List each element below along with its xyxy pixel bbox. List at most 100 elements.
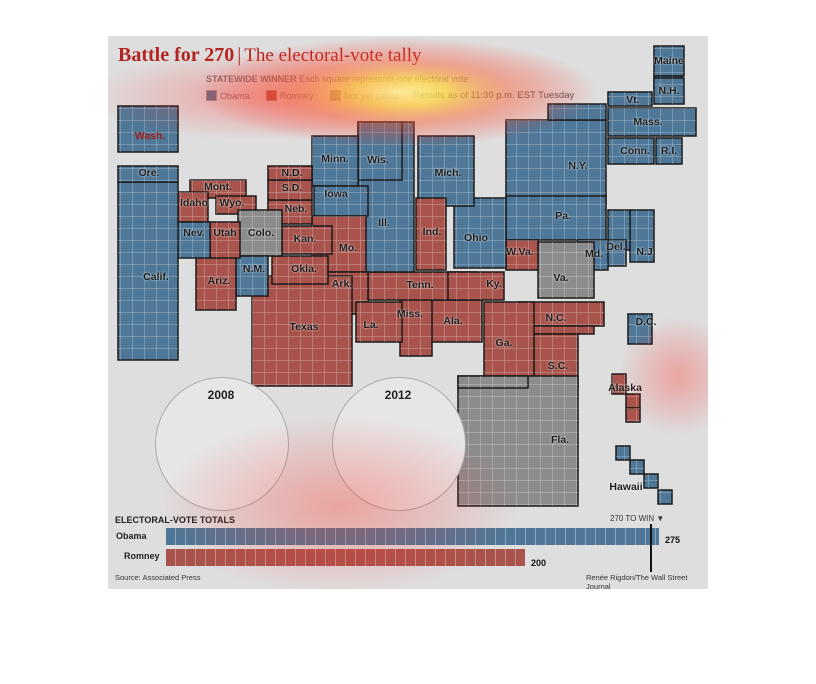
- state-grid-colo: [238, 210, 282, 256]
- totals-header: ELECTORAL-VOTE TOTALS: [115, 515, 236, 525]
- state-grid-okla: [272, 256, 328, 284]
- state-grid-s-d: [268, 180, 312, 200]
- state-grid-n-m: [236, 256, 268, 296]
- state-label-fla: Fla.: [550, 434, 570, 446]
- state-label-s-d: S.D.: [281, 182, 303, 194]
- state-grid-hawaii: [630, 460, 644, 474]
- state-grid-la: [356, 302, 402, 342]
- legend-header-text: Each square represents one electoral vot…: [296, 74, 469, 84]
- state-grid-ala: [430, 300, 482, 342]
- state-grid-ga: [484, 302, 534, 388]
- globe-year-2008: 2008: [207, 388, 235, 402]
- state-label-ariz: Ariz.: [207, 275, 231, 287]
- state-grid-n-y: [506, 120, 606, 204]
- state-label-neb: Neb.: [284, 203, 308, 215]
- results-timestamp: Results as of 11:30 p.m. EST Tuesday: [413, 90, 575, 101]
- legend-item-obama: Obama: [206, 90, 250, 101]
- state-label-va: Va.: [553, 272, 569, 284]
- state-grid-vt: [608, 92, 652, 106]
- state-label-minn: Minn.: [321, 153, 349, 165]
- legend-label-romney: Romney: [280, 91, 314, 101]
- state-label-mont: Mont.: [204, 181, 232, 193]
- state-label-wyo: Wyo.: [219, 197, 245, 209]
- state-label-md: Md.: [584, 248, 604, 260]
- state-label-ill: Ill.: [378, 217, 390, 229]
- title-separator: |: [237, 44, 242, 66]
- state-label-okla: Okla.: [291, 263, 317, 275]
- electoral-map-panel: Battle for 270 | The electoral-vote tally …: [108, 36, 708, 589]
- state-label-colo: Colo.: [247, 227, 275, 239]
- legend-swatch-obama: [206, 90, 217, 101]
- state-grid-n-c: [532, 326, 594, 334]
- state-label-pa: Pa.: [555, 210, 571, 222]
- state-grid-kan: [282, 226, 332, 254]
- state-label-n-m: N.M.: [242, 263, 266, 275]
- state-label-w-va: W.Va.: [506, 246, 534, 258]
- state-label-conn: Conn.: [620, 145, 650, 157]
- legend-item-romney: Romney: [266, 90, 314, 101]
- candidate-label-obama: Obama: [116, 531, 147, 541]
- state-label-ky: Ky.: [486, 278, 502, 290]
- state-label-tenn: Tenn.: [406, 279, 434, 291]
- state-label-utah: Utah: [213, 227, 237, 239]
- globe-year-2012: 2012: [384, 388, 412, 402]
- state-grid-hawaii: [616, 446, 630, 460]
- state-grid-del: [606, 240, 626, 266]
- state-label-n-h: N.H.: [658, 85, 680, 97]
- title-main: Battle for 270: [118, 44, 235, 66]
- state-grid-n-y: [548, 104, 606, 120]
- state-grid-hawaii: [644, 474, 658, 488]
- state-grid-iowa: [314, 186, 368, 216]
- legend-swatch-not-called: [330, 90, 342, 101]
- state-grid-r-i: [656, 138, 682, 164]
- state-label-vt: Vt.: [626, 94, 640, 106]
- state-grid-hawaii: [658, 490, 672, 504]
- state-label-d-c: D.C.: [635, 316, 657, 328]
- state-grid-nev: [176, 222, 210, 258]
- state-grid-idaho: [178, 192, 208, 222]
- state-label-wash: Wash.: [134, 130, 166, 142]
- state-label-ore: Ore.: [138, 167, 160, 179]
- state-label-hawaii: Hawaii: [609, 481, 643, 493]
- state-label-ga: Ga.: [495, 337, 513, 349]
- state-label-r-i: R.I.: [660, 145, 678, 157]
- state-label-n-c: N.C.: [545, 312, 567, 324]
- source-note: Source: Associated Press: [115, 573, 201, 582]
- legend-label-not-called: Not yet called: [344, 91, 399, 101]
- state-grid-n-h: [654, 78, 684, 104]
- state-label-mich: Mich.: [434, 167, 462, 179]
- state-grid-w-va: [506, 240, 538, 270]
- state-label-del: Del.: [606, 241, 626, 253]
- candidate-label-romney: Romney: [124, 551, 160, 561]
- legend-swatch-romney: [266, 90, 278, 101]
- state-grid-pa: [506, 196, 606, 240]
- state-grid-mich: [418, 136, 474, 206]
- title-subtitle: The electoral-vote tally: [244, 45, 422, 66]
- state-label-wis: Wis.: [367, 154, 389, 166]
- state-label-miss: Miss.: [396, 308, 424, 320]
- state-label-n-y: N.Y.: [568, 160, 588, 172]
- romney-total-value: 200: [531, 558, 547, 568]
- state-label-kan: Kan.: [293, 233, 317, 245]
- legend-header: STATEWIDE WINNER Each square represents …: [206, 74, 468, 84]
- credit-note: Renée Rigdon/The Wall Street Journal: [586, 573, 688, 589]
- state-grid-wash: [118, 106, 178, 152]
- state-grid-n-d: [268, 166, 312, 180]
- state-label-n-j: N.J.: [636, 246, 656, 258]
- threshold-marker: [650, 524, 652, 572]
- state-label-iowa: Iowa: [324, 188, 348, 200]
- legend-header-bold: STATEWIDE WINNER: [206, 74, 297, 84]
- state-label-maine: Maine: [654, 55, 684, 67]
- state-label-mass: Mass.: [633, 116, 663, 128]
- state-label-ark: Ark.: [331, 278, 353, 290]
- state-grid-mass: [608, 108, 696, 136]
- state-label-nev: Nev.: [183, 227, 205, 239]
- state-grid-ohio: [454, 198, 506, 268]
- state-grid-maine: [654, 46, 684, 76]
- state-grid-fla: [458, 376, 528, 388]
- state-label-ohio: Ohio: [464, 232, 488, 244]
- state-label-alaska: Alaska: [608, 382, 642, 394]
- obama-total-value: 275: [665, 535, 681, 545]
- state-label-ala: Ala.: [443, 315, 463, 327]
- state-grid-miss: [400, 292, 432, 356]
